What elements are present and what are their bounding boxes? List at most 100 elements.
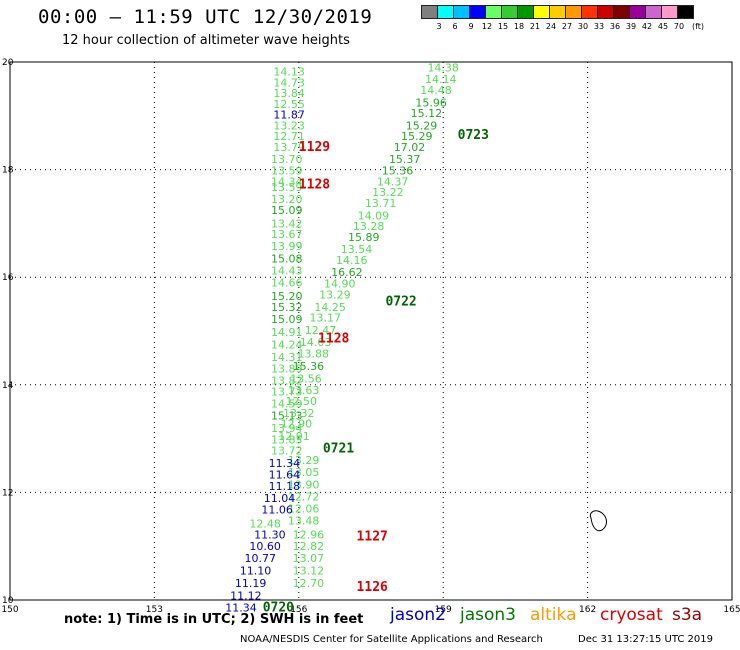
data-point-label: 13.94 xyxy=(271,422,303,435)
data-point-label: 12.47 xyxy=(305,324,337,337)
island-outline xyxy=(589,510,607,532)
timestamp-text: Dec 31 13:27:15 UTC 2019 xyxy=(578,634,713,645)
colorbar-label: 33 xyxy=(593,22,605,31)
data-point-label: 12.55 xyxy=(273,98,305,111)
time-label: 1128 xyxy=(318,332,349,347)
legend-cryosat: cryosat xyxy=(600,605,663,625)
data-point-label: 13.89 xyxy=(271,363,303,376)
data-point-label: 13.88 xyxy=(297,348,329,361)
data-point-label: 12.48 xyxy=(249,518,281,531)
y-tick-label: 14 xyxy=(2,381,14,391)
data-point-label: 10.77 xyxy=(245,552,277,565)
data-point-label: 14.37 xyxy=(377,175,409,188)
data-point-label: 12.82 xyxy=(293,540,325,553)
x-tick-label: 156 xyxy=(290,605,307,615)
time-label: 1129 xyxy=(299,140,330,155)
data-point-label: 13.07 xyxy=(293,552,325,565)
data-point-label: 13.42 xyxy=(271,217,303,230)
data-point-label: 14.14 xyxy=(425,73,457,86)
data-point-label: 15.36 xyxy=(293,360,325,373)
data-point-label: 11.04 xyxy=(264,492,296,505)
data-point-label: 13.71 xyxy=(365,197,397,210)
data-point-label: 13.32 xyxy=(283,407,315,420)
data-point-label: 13.72 xyxy=(271,444,303,457)
legend-altika: altika xyxy=(530,605,577,625)
legend-jason2: jason2 xyxy=(390,605,446,625)
x-tick-label: 150 xyxy=(1,605,18,615)
data-point-label: 13.79 xyxy=(273,141,305,154)
time-label: 0723 xyxy=(458,128,489,143)
data-point-label: 13.12 xyxy=(293,564,325,577)
colorbar-labels: 3 6 9 12 15 18 21 24 27 30 33 36 39 42 45 70 (ft) xyxy=(422,22,740,34)
data-point-label: 13.23 xyxy=(273,119,305,132)
data-point-label: 15.36 xyxy=(382,165,414,178)
credit-text: NOAA/NESDIS Center for Satellite Applica… xyxy=(240,634,543,645)
data-point-label: 15.37 xyxy=(389,153,421,166)
data-point-label: 12.72 xyxy=(288,491,320,504)
colorbar-label: 6 xyxy=(452,22,458,31)
colorbar-label: 21 xyxy=(529,22,541,31)
data-point-label: 13.28 xyxy=(353,220,385,233)
data-point-label: 13.73 xyxy=(271,385,303,398)
data-point-label: 12.90 xyxy=(281,418,313,431)
colorbar-unit: (ft) xyxy=(692,22,705,31)
data-point-label: 15.09 xyxy=(271,204,303,217)
y-tick-label: 20 xyxy=(2,58,14,68)
data-point-label: 13.48 xyxy=(288,514,320,527)
colorbar-label: 45 xyxy=(657,22,669,31)
data-point-label: 14.73 xyxy=(273,76,305,89)
colorbar-label: 9 xyxy=(468,22,474,31)
y-tick-label: 12 xyxy=(2,488,13,498)
data-point-label: 11.34 xyxy=(269,457,301,470)
data-point-label: 13.90 xyxy=(288,478,320,491)
data-point-label: 12.06 xyxy=(288,503,320,516)
data-point-label: 13.59 xyxy=(271,165,303,178)
time-label: 0720 xyxy=(263,601,294,616)
data-point-label: 12.71 xyxy=(273,130,305,143)
data-point-label: 11.34 xyxy=(225,602,257,615)
data-point-label: 13.05 xyxy=(288,466,320,479)
data-point-label: 14.59 xyxy=(271,398,303,411)
colorbar-label: 39 xyxy=(625,22,637,31)
data-point-label: 15.09 xyxy=(271,313,303,326)
data-point-label: 14.25 xyxy=(314,301,346,314)
data-point-label: 12.70 xyxy=(293,577,325,590)
chart-subtitle: 12 hour collection of altimeter wave hei… xyxy=(62,33,350,48)
colorbar-label: 42 xyxy=(641,22,653,31)
y-tick-label: 18 xyxy=(2,166,14,176)
data-point-label: 13.54 xyxy=(341,243,373,256)
data-point-label: 15.13 xyxy=(271,409,303,422)
y-tick-label: 16 xyxy=(2,273,14,283)
data-point-label: 11.19 xyxy=(235,577,267,590)
legend-s3a: s3a xyxy=(672,605,703,625)
data-point-label: 15.32 xyxy=(271,301,303,314)
time-label: 0721 xyxy=(323,441,354,456)
data-point-label: 16.62 xyxy=(331,266,363,279)
data-point-label: 17.02 xyxy=(394,141,426,154)
data-point-label: 13.59 xyxy=(271,181,303,194)
data-point-label: 13.17 xyxy=(310,312,342,325)
colorbar-label: 30 xyxy=(577,22,589,31)
data-point-label: 12.91 xyxy=(278,430,310,443)
plot-frame xyxy=(9,61,733,601)
legend-jason3: jason3 xyxy=(460,605,516,625)
colorbar-label: 36 xyxy=(609,22,621,31)
data-point-label: 14.43 xyxy=(271,265,303,278)
data-point-label: 11.10 xyxy=(240,564,272,577)
data-point-label: 13.82 xyxy=(271,374,303,387)
data-point-label: 14.03 xyxy=(300,336,332,349)
data-point-label: 13.22 xyxy=(372,186,404,199)
data-point-label: 15.08 xyxy=(271,252,303,265)
data-point-label: 12.96 xyxy=(293,528,325,541)
colorbar-label: 15 xyxy=(497,22,509,31)
data-point-label: 15.29 xyxy=(406,119,438,132)
colorbar-label: 70 xyxy=(673,22,685,31)
data-point-label: 15.29 xyxy=(401,130,433,143)
data-point-label: 13.63 xyxy=(288,384,320,397)
data-point-label: 11.64 xyxy=(269,469,301,482)
x-tick-label: 165 xyxy=(723,605,740,615)
y-tick-label: 10 xyxy=(2,596,14,606)
data-point-label: 13.67 xyxy=(271,228,303,241)
